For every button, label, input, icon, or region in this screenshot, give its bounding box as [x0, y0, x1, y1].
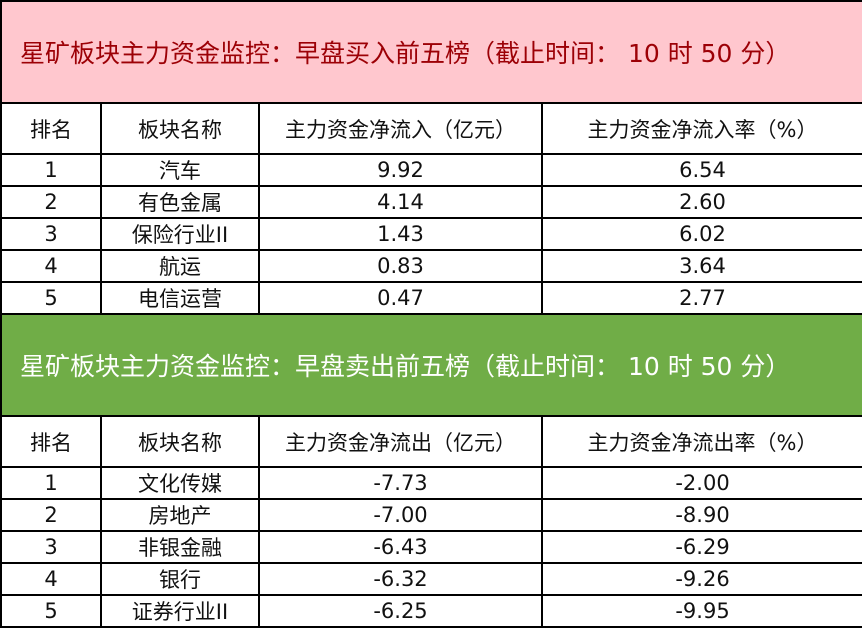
cell-net-flow-rate: 3.64: [540, 249, 862, 283]
cell-net-flow: -6.43: [258, 530, 543, 564]
cell-net-flow: 0.83: [258, 249, 543, 283]
cell-net-flow-rate: 2.77: [540, 281, 862, 315]
sell-title: 星矿板块主力资金监控：早盘卖出前五榜（截止时间： 10 时 50 分）: [0, 313, 862, 417]
header-rank: 排名: [0, 415, 102, 468]
cell-rank: 1: [0, 466, 102, 500]
cell-rank: 4: [0, 562, 102, 596]
cell-net-flow-rate: -8.90: [540, 498, 862, 532]
cell-net-flow-rate: 6.02: [540, 217, 862, 251]
buy-banner: 星矿板块主力资金监控：早盘买入前五榜（截止时间： 10 时 50 分）: [0, 0, 862, 104]
cell-net-flow-rate: -9.26: [540, 562, 862, 596]
cell-sector-name: 航运: [100, 249, 260, 283]
cell-sector-name: 证券行业II: [100, 594, 260, 628]
cell-rank: 5: [0, 281, 102, 315]
table-row: 4 航运 0.83 3.64: [0, 249, 862, 283]
table-row: 5 电信运营 0.47 2.77: [0, 281, 862, 315]
table-row: 3 非银金融 -6.43 -6.29: [0, 530, 862, 564]
cell-net-flow-rate: -2.00: [540, 466, 862, 500]
buy-title: 星矿板块主力资金监控：早盘买入前五榜（截止时间： 10 时 50 分）: [0, 0, 862, 104]
cell-rank: 1: [0, 153, 102, 187]
cell-net-flow-rate: 2.60: [540, 185, 862, 219]
header-net-flow-rate: 主力资金净流入率（%）: [540, 102, 862, 155]
cell-sector-name: 非银金融: [100, 530, 260, 564]
cell-sector-name: 汽车: [100, 153, 260, 187]
cell-rank: 2: [0, 498, 102, 532]
cell-net-flow: -7.00: [258, 498, 543, 532]
cell-sector-name: 电信运营: [100, 281, 260, 315]
cell-sector-name: 银行: [100, 562, 260, 596]
table-row: 2 房地产 -7.00 -8.90: [0, 498, 862, 532]
fund-flow-table: 星矿板块主力资金监控：早盘买入前五榜（截止时间： 10 时 50 分） 排名 板块名…: [0, 0, 862, 628]
cell-net-flow: -6.32: [258, 562, 543, 596]
cell-sector-name: 保险行业II: [100, 217, 260, 251]
sell-banner: 星矿板块主力资金监控：早盘卖出前五榜（截止时间： 10 时 50 分）: [0, 313, 862, 417]
cell-rank: 3: [0, 530, 102, 564]
header-net-flow-rate: 主力资金净流出率（%）: [540, 415, 862, 468]
cell-net-flow: -7.73: [258, 466, 543, 500]
header-sector-name: 板块名称: [100, 102, 260, 155]
cell-net-flow: 9.92: [258, 153, 543, 187]
cell-net-flow: 4.14: [258, 185, 543, 219]
header-net-flow: 主力资金净流入（亿元）: [258, 102, 543, 155]
table-row: 4 银行 -6.32 -9.26: [0, 562, 862, 596]
table-row: 5 证券行业II -6.25 -9.95: [0, 594, 862, 628]
table-row: 1 汽车 9.92 6.54: [0, 153, 862, 187]
cell-net-flow-rate: 6.54: [540, 153, 862, 187]
header-sector-name: 板块名称: [100, 415, 260, 468]
cell-net-flow: 1.43: [258, 217, 543, 251]
cell-rank: 3: [0, 217, 102, 251]
sell-header-row: 排名 板块名称 主力资金净流出（亿元） 主力资金净流出率（%）: [0, 415, 862, 468]
cell-sector-name: 文化传媒: [100, 466, 260, 500]
header-rank: 排名: [0, 102, 102, 155]
cell-net-flow-rate: -9.95: [540, 594, 862, 628]
cell-net-flow: -6.25: [258, 594, 543, 628]
cell-rank: 2: [0, 185, 102, 219]
table-row: 1 文化传媒 -7.73 -2.00: [0, 466, 862, 500]
cell-rank: 5: [0, 594, 102, 628]
cell-sector-name: 房地产: [100, 498, 260, 532]
header-net-flow: 主力资金净流出（亿元）: [258, 415, 543, 468]
buy-header-row: 排名 板块名称 主力资金净流入（亿元） 主力资金净流入率（%）: [0, 102, 862, 155]
cell-net-flow-rate: -6.29: [540, 530, 862, 564]
cell-sector-name: 有色金属: [100, 185, 260, 219]
cell-net-flow: 0.47: [258, 281, 543, 315]
table-row: 2 有色金属 4.14 2.60: [0, 185, 862, 219]
table-row: 3 保险行业II 1.43 6.02: [0, 217, 862, 251]
cell-rank: 4: [0, 249, 102, 283]
